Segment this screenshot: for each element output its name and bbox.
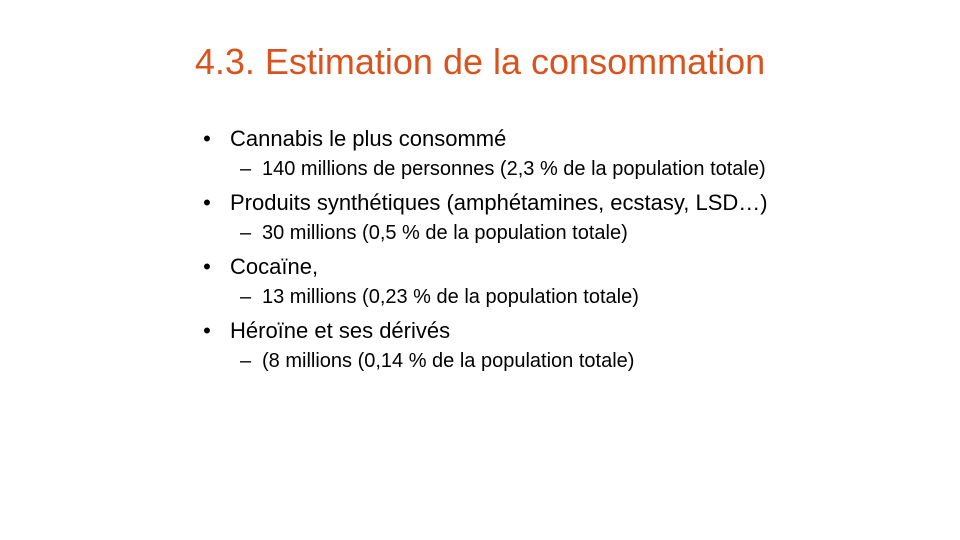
bullet-icon: • [203,126,211,151]
sub-item-synthetiques: – 30 millions (0,5 % de la population to… [240,220,792,246]
dash-icon: – [240,286,252,308]
bullet-list: • Cannabis le plus consommé – 140 millio… [200,124,840,380]
bullet-item-synthetiques: • Produits synthétiques (amphétamines, e… [200,188,840,218]
sub-item-text: 30 millions (0,5 % de la population tota… [262,222,628,244]
sub-item-text: 13 millions (0,23 % de la population tot… [262,286,639,308]
bullet-text: Cocaïne, [230,254,319,279]
bullet-text: Produits synthétiques (amphétamines, ecs… [230,190,768,215]
bullet-icon: • [203,190,211,215]
sub-item-cocaine: – 13 millions (0,23 % de la population t… [240,284,792,310]
dash-icon: – [240,350,252,372]
bullet-item-heroine: • Héroïne et ses dérivés [200,316,840,346]
sub-item-text: (8 millions (0,14 % de la population tot… [262,350,635,372]
dash-icon: – [240,158,252,180]
bullet-item-cannabis: • Cannabis le plus consommé [200,124,840,154]
bullet-text: Héroïne et ses dérivés [230,318,451,343]
bullet-item-cocaine: • Cocaïne, [200,252,840,282]
sub-item-text: 140 millions de personnes (2,3 % de la p… [262,158,766,180]
bullet-icon: • [203,318,211,343]
bullet-icon: • [203,254,211,279]
dash-icon: – [240,222,252,244]
sub-item-heroine: – (8 millions (0,14 % de la population t… [240,348,792,374]
sub-item-cannabis: – 140 millions de personnes (2,3 % de la… [240,156,792,182]
slide-title: 4.3. Estimation de la consommation [194,41,766,82]
bullet-text: Cannabis le plus consommé [230,126,507,151]
